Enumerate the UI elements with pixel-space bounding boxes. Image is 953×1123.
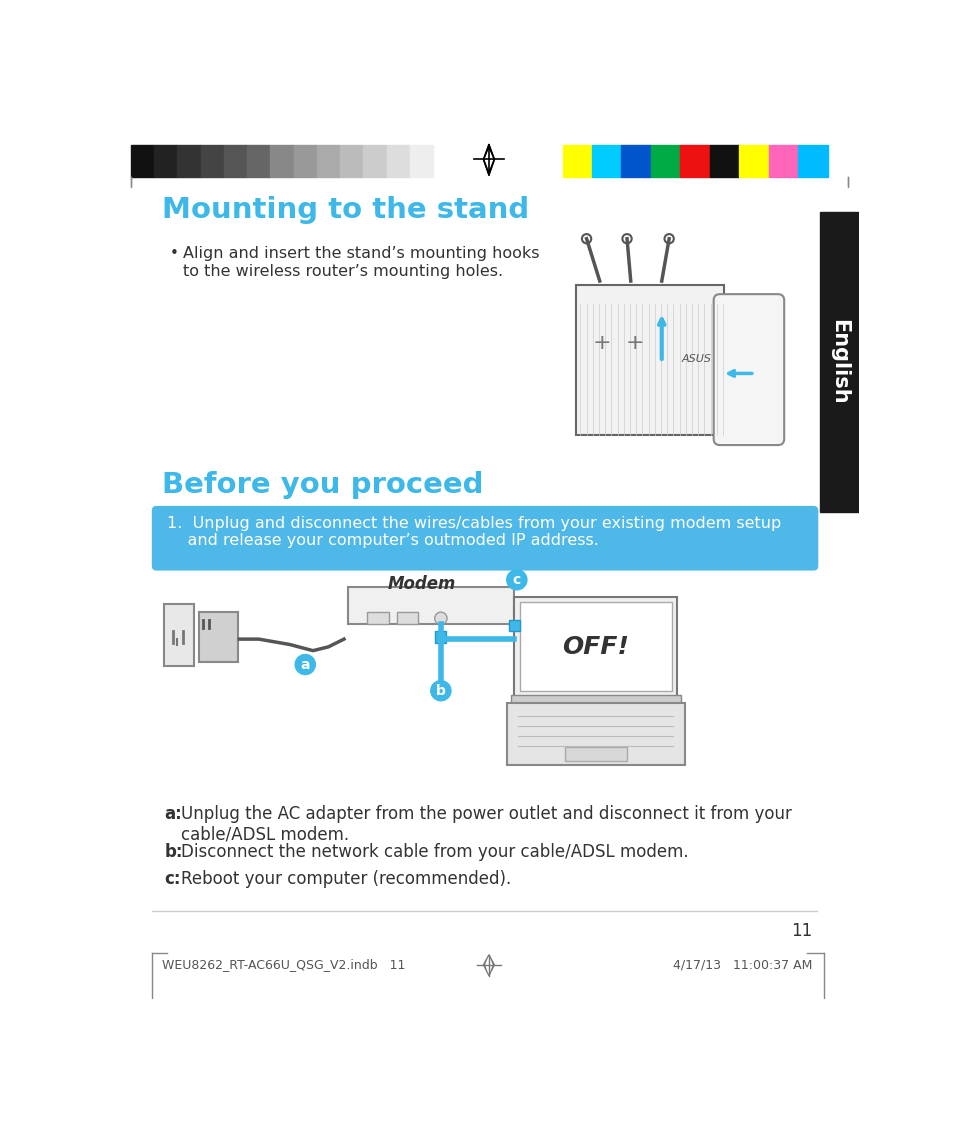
Circle shape [581, 234, 591, 244]
Text: c: c [512, 573, 520, 587]
Polygon shape [483, 145, 494, 175]
Bar [514, 596, 677, 697]
Text: OFF!: OFF! [562, 634, 629, 659]
Text: 4/17/13   11:00:37 AM: 4/17/13 11:00:37 AM [673, 958, 812, 971]
Bar [564, 747, 626, 760]
Text: +: + [624, 332, 643, 353]
Text: Unplug the AC adapter from the power outlet and disconnect it from your
cable/AD: Unplug the AC adapter from the power out… [181, 805, 791, 843]
Bar [340, 145, 363, 177]
Bar [396, 612, 418, 624]
Text: +: + [592, 332, 611, 353]
Circle shape [506, 569, 526, 590]
Text: 11: 11 [791, 922, 812, 940]
Polygon shape [484, 150, 493, 170]
Text: a: a [300, 658, 310, 672]
Polygon shape [483, 955, 494, 976]
Bar [709, 145, 739, 177]
Circle shape [664, 234, 673, 244]
Polygon shape [485, 957, 492, 974]
Bar [435, 631, 446, 643]
Circle shape [294, 655, 315, 675]
Bar [410, 145, 433, 177]
Bar [739, 145, 768, 177]
Text: Reboot your computer (recommended).: Reboot your computer (recommended). [181, 870, 511, 888]
Bar [316, 145, 340, 177]
FancyBboxPatch shape [713, 294, 783, 445]
Bar [177, 145, 200, 177]
Text: Before you proceed: Before you proceed [162, 471, 483, 499]
Circle shape [431, 681, 451, 701]
Circle shape [435, 612, 447, 624]
Bar [164, 604, 193, 666]
Bar [154, 145, 177, 177]
Bar [620, 145, 650, 177]
Bar [294, 145, 316, 177]
Text: WEU8262_RT-AC66U_QSG_V2.indb   11: WEU8262_RT-AC66U_QSG_V2.indb 11 [162, 958, 405, 971]
Text: Modem: Modem [387, 575, 456, 593]
Text: 1.  Unplug and disconnect the wires/cables from your existing modem setup
    an: 1. Unplug and disconnect the wires/cable… [167, 515, 781, 548]
Bar [679, 145, 709, 177]
Bar [131, 145, 154, 177]
Text: Disconnect the network cable from your cable/ADSL modem.: Disconnect the network cable from your c… [181, 843, 688, 861]
Text: a:: a: [164, 805, 182, 823]
Bar [798, 145, 827, 177]
FancyBboxPatch shape [152, 505, 818, 570]
Text: English: English [828, 319, 848, 404]
Bar [348, 586, 514, 623]
Bar [819, 212, 858, 512]
Bar [270, 145, 294, 177]
Bar [247, 145, 270, 177]
Text: Align and insert the stand’s mounting hooks
to the wireless router’s mounting ho: Align and insert the stand’s mounting ho… [183, 246, 538, 279]
Text: Mounting to the stand: Mounting to the stand [162, 195, 529, 223]
Circle shape [621, 234, 631, 244]
Bar [650, 145, 679, 177]
Bar [562, 145, 592, 177]
Bar [576, 285, 723, 435]
Text: b: b [436, 684, 445, 697]
Bar [367, 612, 389, 624]
Bar [510, 695, 680, 703]
Bar [592, 145, 620, 177]
Bar [768, 145, 798, 177]
Text: ASUS: ASUS [680, 354, 711, 364]
Bar [519, 602, 671, 692]
Bar [363, 145, 386, 177]
Bar [509, 620, 519, 631]
Text: b:: b: [164, 843, 183, 861]
Text: •: • [170, 246, 178, 262]
Bar [386, 145, 410, 177]
Bar [506, 703, 684, 765]
Bar [200, 145, 224, 177]
Bar [224, 145, 247, 177]
Bar [199, 612, 237, 663]
Text: c:: c: [164, 870, 180, 888]
